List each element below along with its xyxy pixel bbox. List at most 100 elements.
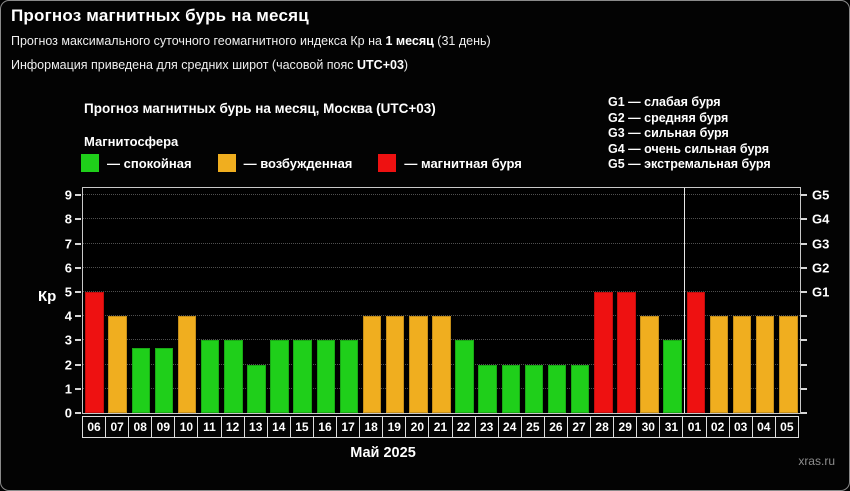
quiet-swatch-icon (81, 154, 99, 172)
bar-day-14 (270, 340, 289, 413)
bar-day-13 (247, 364, 266, 413)
chart-title: Прогноз магнитных бурь на месяц, Москва … (84, 101, 436, 116)
date-cell-15: 15 (289, 416, 314, 438)
date-cell-26: 26 (543, 416, 568, 438)
subtitle-kp-post: (31 день) (433, 34, 491, 48)
bar-day-31 (663, 340, 682, 413)
bar-day-11 (200, 340, 220, 413)
y-tick-label-9: 9 (64, 187, 72, 203)
bar-slot-17 (337, 188, 360, 413)
right-tick-kp-7 (801, 242, 807, 245)
date-cell-01: 01 (682, 416, 707, 438)
date-cell-10: 10 (174, 416, 199, 438)
bar-day-20 (409, 316, 428, 413)
date-cell-19: 19 (382, 416, 407, 438)
gridline-kp-5 (83, 291, 800, 293)
gridline-kp-7 (83, 242, 800, 244)
bar-day-25 (524, 364, 544, 413)
bar-slot-18 (361, 188, 384, 413)
bar-day-27 (570, 364, 590, 413)
date-cell-28: 28 (590, 416, 615, 438)
subtitle-latitude: Информация приведена для средних широт (… (11, 58, 408, 72)
gridline-kp-8 (83, 218, 800, 220)
bar-day-21 (432, 316, 451, 413)
date-cell-12: 12 (220, 416, 245, 438)
legend-label-excited: — возбужденная (243, 155, 353, 171)
date-cell-22: 22 (451, 416, 476, 438)
date-cell-24: 24 (497, 416, 522, 438)
bar-slot-05 (777, 188, 800, 413)
subtitle-kp-index: Прогноз максимального суточного геомагни… (11, 34, 491, 48)
g-scale-legend: G1 — слабая буря G2 — средняя буря G3 — си… (608, 95, 771, 173)
bar-day-22 (455, 340, 474, 413)
subtitle-kp-bold: 1 месяц (385, 34, 434, 48)
right-tick-kp-4 (801, 315, 807, 318)
date-cell-29: 29 (613, 416, 638, 438)
bar-slot-01 (684, 188, 707, 413)
bar-day-01 (686, 292, 706, 413)
bar-day-12 (224, 340, 243, 413)
right-tick-kp-3 (801, 339, 807, 342)
bar-day-23 (478, 364, 497, 413)
bar-slot-15 (291, 188, 314, 413)
g-legend-line-5: G5 — экстремальная буря (608, 157, 771, 171)
bar-day-28 (594, 292, 613, 413)
g-legend-line-1: G1 — слабая буря (608, 95, 721, 109)
bar-day-03 (732, 316, 752, 413)
date-cell-13: 13 (243, 416, 268, 438)
date-cell-08: 08 (128, 416, 153, 438)
bar-day-06 (85, 292, 104, 413)
gridline-kp-9 (83, 194, 800, 196)
date-cell-11: 11 (197, 416, 222, 438)
y-tick-label-8: 8 (64, 211, 72, 227)
bar-day-16 (316, 340, 336, 413)
bar-slot-16 (314, 188, 337, 413)
bar-day-29 (617, 292, 636, 413)
date-cell-21: 21 (428, 416, 453, 438)
y-axis-label: Кр (38, 288, 57, 305)
bar-slot-03 (731, 188, 754, 413)
bar-slot-08 (129, 188, 152, 413)
bar-day-26 (547, 364, 567, 413)
bar-day-05 (779, 316, 798, 413)
bar-slot-27 (569, 188, 592, 413)
date-axis: 06 07 08 09 10 11 12 13 14 15 16 17 18 19 20 21 22 23 24 25… (82, 416, 799, 438)
date-cell-30: 30 (636, 416, 661, 438)
legend-item-storm: — магнитная буря (378, 154, 522, 172)
bar-day-07 (108, 316, 127, 413)
y-tick-label-7: 7 (64, 236, 72, 252)
bar-slot-24 (499, 188, 522, 413)
left-tick-kp-2 (75, 363, 81, 366)
gridline-kp-6 (83, 266, 800, 268)
right-tick-kp-9 (801, 194, 807, 197)
bar-slot-07 (106, 188, 129, 413)
bar-slot-23 (476, 188, 499, 413)
date-cell-09: 09 (151, 416, 176, 438)
bar-slot-14 (268, 188, 291, 413)
legend-label-storm: — магнитная буря (404, 155, 522, 171)
right-axis-label-g3: G3 (812, 236, 830, 252)
left-tick-kp-7 (75, 242, 81, 245)
bar-slot-25 (522, 188, 545, 413)
subtitle-latitude-pre: Информация приведена для средних широт (… (11, 58, 357, 72)
y-tick-label-5: 5 (64, 284, 72, 300)
left-tick-kp-0 (75, 412, 81, 414)
month-divider-line (684, 188, 686, 413)
date-cell-02: 02 (705, 416, 730, 438)
bar-day-02 (709, 316, 729, 413)
date-cell-27: 27 (566, 416, 592, 438)
right-tick-kp-1 (801, 387, 807, 390)
excited-swatch-icon (217, 154, 236, 172)
legend-item-quiet: — спокойная (81, 154, 192, 172)
right-tick-kp-8 (801, 218, 807, 221)
left-tick-kp-4 (75, 315, 81, 318)
right-axis-label-g5: G5 (812, 187, 830, 203)
legend-label-quiet: — спокойная (107, 155, 192, 171)
bar-day-17 (339, 340, 359, 413)
right-axis-label-g4: G4 (812, 211, 830, 227)
plot-area: 0 1 2 3 4 5 6 7 8 9 G1 G2 G3 G4 G5 (65, 187, 829, 420)
storm-swatch-icon (378, 154, 397, 172)
watermark: xras.ru (798, 454, 835, 468)
y-tick-label-6: 6 (64, 260, 72, 276)
y-tick-label-0: 0 (64, 405, 72, 421)
